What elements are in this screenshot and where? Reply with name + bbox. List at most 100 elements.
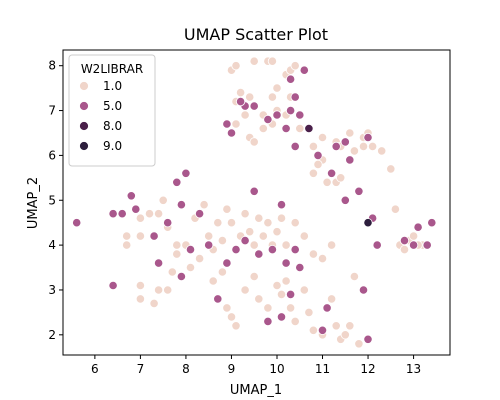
- scatter-point: [281, 240, 291, 250]
- scatter-point: [217, 236, 227, 246]
- scatter-point: [176, 271, 186, 282]
- scatter-point: [276, 312, 287, 322]
- scatter-point: [226, 218, 237, 228]
- scatter-point: [399, 236, 410, 246]
- x-tick-label: 13: [406, 362, 421, 376]
- y-tick-label: 3: [48, 283, 56, 297]
- scatter-point: [263, 114, 273, 125]
- scatter-point: [163, 218, 173, 228]
- scatter-point: [422, 240, 432, 250]
- y-tick-label: 5: [48, 193, 56, 207]
- scatter-point: [249, 101, 259, 111]
- scatter-point: [167, 267, 177, 277]
- scatter-point: [222, 119, 232, 129]
- legend-box: [68, 54, 156, 167]
- scatter-point: [245, 227, 255, 237]
- scatter-point: [131, 204, 141, 214]
- scatter-point: [340, 330, 350, 340]
- scatter-point: [135, 213, 145, 223]
- scatter-point: [363, 334, 373, 344]
- scatter-point: [213, 218, 223, 228]
- y-tick-label: 8: [48, 59, 56, 73]
- scatter-point: [322, 177, 332, 187]
- scatter-point: [249, 186, 259, 196]
- scatter-point: [408, 240, 419, 250]
- scatter-point: [413, 222, 423, 232]
- scatter-point: [122, 231, 132, 241]
- scatter-point: [272, 83, 282, 93]
- x-tick-label: 7: [137, 362, 145, 376]
- scatter-point: [299, 65, 309, 75]
- scatter-point: [154, 258, 164, 268]
- scatter-point: [372, 240, 382, 250]
- scatter-point: [226, 128, 237, 138]
- scatter-point: [158, 195, 168, 205]
- scatter-point: [345, 128, 355, 138]
- scatter-point: [254, 294, 264, 304]
- scatter-point: [267, 56, 277, 66]
- scatter-point: [290, 316, 300, 326]
- x-tick-label: 6: [91, 362, 99, 376]
- scatter-point: [254, 213, 264, 223]
- scatter-point: [390, 204, 400, 214]
- scatter-point: [195, 254, 205, 264]
- y-tick-label: 2: [48, 328, 56, 342]
- x-tick-label: 9: [228, 362, 236, 376]
- scatter-point: [149, 298, 159, 308]
- y-tick-label: 4: [48, 238, 56, 252]
- scatter-point: [276, 213, 287, 223]
- scatter-point: [317, 325, 328, 335]
- scatter-point: [172, 177, 182, 187]
- scatter-point: [249, 240, 259, 250]
- scatter-point: [117, 209, 127, 219]
- scatter-point: [135, 280, 145, 291]
- scatter-point: [317, 254, 328, 264]
- scatter-point: [354, 339, 364, 349]
- scatter-point: [281, 276, 291, 286]
- scatter-point: [208, 276, 218, 286]
- plot-area-frame: [62, 49, 451, 356]
- scatter-point: [345, 321, 355, 331]
- x-axis-ticks: 6 7 8 9 10 11 12 13: [91, 355, 421, 376]
- scatter-point: [263, 316, 273, 326]
- scatter-point: [185, 262, 196, 273]
- scatter-point: [331, 321, 341, 331]
- legend-label: 1.0: [103, 79, 122, 93]
- scatter-point: [313, 150, 323, 160]
- scatter-point: [267, 92, 277, 102]
- scatter-point: [358, 285, 369, 295]
- scatter-point: [126, 191, 136, 201]
- scatter-point: [204, 231, 214, 241]
- scatter-point: [72, 218, 82, 228]
- scatter-point: [199, 200, 209, 210]
- scatter-point: [163, 285, 173, 295]
- scatter-point: [231, 119, 241, 129]
- scatter-point: [285, 74, 296, 84]
- scatter-point: [231, 61, 241, 71]
- legend-label: 9.0: [103, 139, 122, 153]
- scatter-point: [399, 245, 410, 255]
- scatter-point: [326, 240, 337, 250]
- legend-title: W2LIBRAR: [81, 62, 143, 76]
- scatter-point: [185, 245, 196, 255]
- y-tick-label: 7: [48, 104, 56, 118]
- legend-label: 5.0: [103, 99, 122, 113]
- legend-label: 8.0: [103, 119, 122, 133]
- scatter-point: [172, 240, 182, 250]
- scatter-point: [272, 110, 282, 120]
- scatter-point: [363, 132, 373, 143]
- scatter-point: [222, 303, 232, 313]
- scatter-point: [281, 258, 291, 268]
- scatter-point: [272, 227, 282, 237]
- scatter-point: [176, 200, 186, 210]
- scatter-point: [226, 312, 237, 322]
- scatter-point: [272, 280, 282, 291]
- scatter-point: [276, 200, 287, 210]
- scatter-point: [290, 61, 300, 71]
- y-axis-ticks: 2 3 4 5 6 7 8: [48, 59, 63, 342]
- scatter-point: [240, 209, 250, 219]
- scatter-point: [240, 285, 250, 295]
- scatter-point: [236, 88, 246, 98]
- y-axis-label: UMAP_2: [26, 177, 41, 229]
- scatter-point: [345, 155, 355, 165]
